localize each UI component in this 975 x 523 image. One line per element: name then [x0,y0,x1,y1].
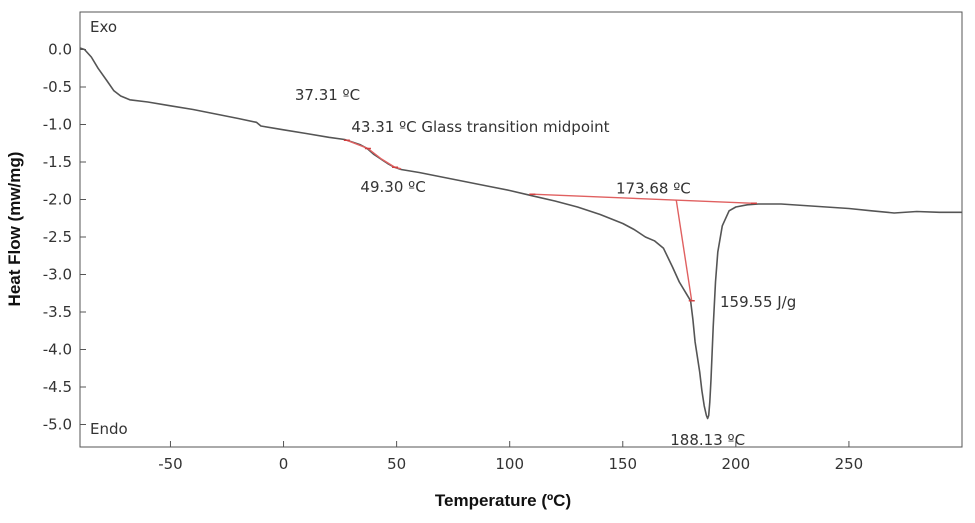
plot-frame [79,11,963,448]
y-tick-label: -4.5 [43,378,72,396]
annotation-label: 173.68 ºC [616,180,691,198]
annotation-label: 43.31 ºC Glass transition midpoint [351,118,609,136]
x-tick-label: 100 [495,455,524,473]
y-tick-label: -0.5 [43,78,72,96]
x-axis-title: Temperature (ºC) [435,491,571,510]
endo-label: Endo [90,420,128,438]
melting-baseline-line [532,193,754,204]
x-tick-label: 0 [279,455,289,473]
series-layer [79,47,962,420]
annotation-label: 188.13 ºC [670,431,745,449]
annotation-label: 37.31 ºC [295,86,360,104]
x-tick-label: 200 [722,455,751,473]
x-tick-label: -50 [158,455,183,473]
y-tick-label: -3.5 [43,303,72,321]
heat-flow-line [79,47,962,420]
x-tick-label: 50 [387,455,406,473]
marker-layer [343,139,757,302]
y-tick-label: -1.5 [43,153,72,171]
y-tick-label: -3.0 [43,266,72,284]
x-tick-label: 150 [608,455,637,473]
y-axis: 0.0 -0.5 -1.0 -1.5 -2.0 -2.5 -3.0 -3.5 -4.0 -4.5 -… [43,41,86,434]
x-tick-label: 250 [835,455,864,473]
exo-label: Exo [90,18,117,36]
x-axis: -50 0 50 100 150 200 250 [158,441,863,473]
annotation-label: 159.55 J/g [720,293,796,311]
melting-onset-tangent-line [675,200,693,301]
y-tick-label: -2.0 [43,191,72,209]
y-tick-label: -5.0 [43,416,72,434]
annotation-layer: 37.31 ºC 43.31 ºC Glass transition midpoi… [295,86,796,449]
y-tick-label: -4.0 [43,341,72,359]
y-axis-title: Heat Flow (mw/mg) [5,152,24,307]
y-tick-label: -2.5 [43,228,72,246]
annotation-label: 49.30 ºC [360,178,425,196]
y-tick-label: -1.0 [43,116,72,134]
y-tick-label: 0.0 [48,41,72,59]
